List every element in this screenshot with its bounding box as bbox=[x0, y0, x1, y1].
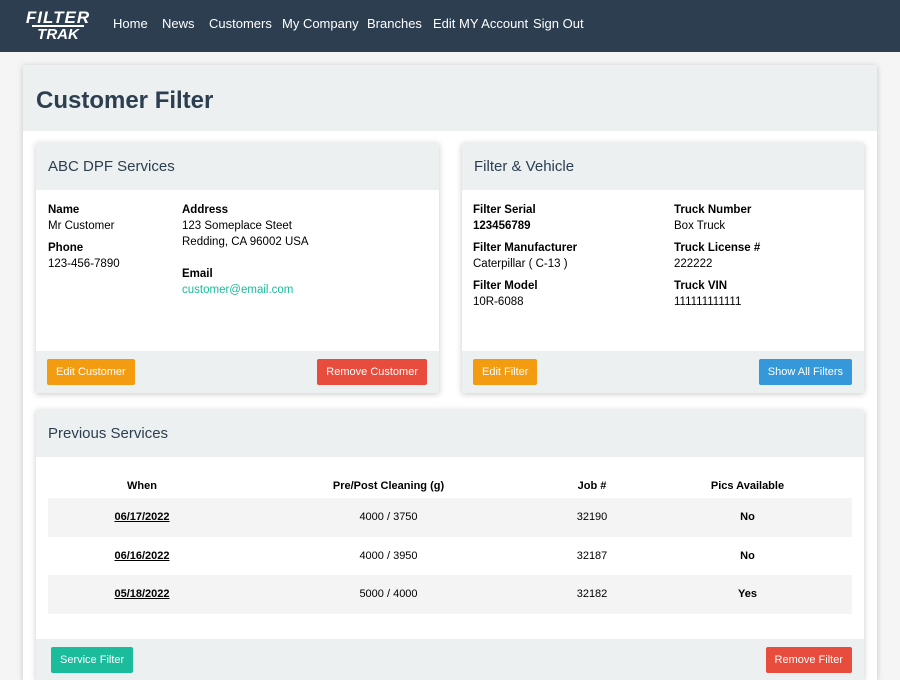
card-footer: Edit Customer Remove Customer bbox=[36, 351, 439, 393]
field-label: Truck Number bbox=[674, 204, 752, 216]
field: Truck Number Box Truck bbox=[674, 202, 751, 234]
nav-link[interactable]: Sign Out bbox=[533, 16, 584, 31]
cell: Yes bbox=[643, 575, 852, 614]
button[interactable]: Edit Customer bbox=[47, 359, 135, 385]
customer-card: ABC DPF Services Name Mr Customer Phone 12… bbox=[36, 143, 439, 393]
card-title: Filter & Vehicle bbox=[474, 158, 575, 175]
field-value: 123 Someplace Steet bbox=[182, 220, 292, 232]
cell: No bbox=[643, 498, 852, 537]
field: Name Mr Customer bbox=[48, 202, 114, 234]
cell: 4000 / 3950 bbox=[359, 549, 418, 562]
field-label: Filter Serial bbox=[473, 204, 536, 216]
field-value: 222222 bbox=[674, 258, 713, 270]
services-table: When Pre/Post Cleaning (g) Job # Pics Av… bbox=[48, 473, 852, 614]
button[interactable]: Service Filter bbox=[51, 647, 134, 673]
email-link[interactable]: customer@email.com bbox=[182, 284, 294, 296]
nav-link[interactable]: Customers bbox=[209, 16, 272, 31]
navbar: FILTER TRAK Home News Customers My Compa… bbox=[0, 0, 900, 52]
button[interactable]: Edit Filter bbox=[473, 359, 538, 385]
date-link[interactable]: 06/16/2022 bbox=[114, 549, 170, 562]
cell: 32190 bbox=[541, 498, 643, 537]
cell: 4000 / 3750 bbox=[236, 498, 541, 537]
table-row: 05/18/2022 5000 / 4000 32182 Yes bbox=[48, 575, 852, 614]
field-label: Name bbox=[48, 204, 80, 216]
field: Filter Manufacturer Caterpillar ( C-13 ) bbox=[473, 240, 577, 272]
column-header: Pics Available bbox=[710, 479, 785, 492]
field: Truck VIN 111111111111 bbox=[674, 278, 741, 310]
column-header: When bbox=[127, 479, 157, 492]
field-value: Redding, CA 96002 USA bbox=[182, 236, 309, 248]
field: Email customer@email.com bbox=[182, 266, 293, 298]
field-label: Truck License # bbox=[674, 242, 761, 254]
button[interactable]: Show All Filters bbox=[758, 359, 852, 385]
field-value: 123-456-7890 bbox=[48, 258, 120, 270]
field: Address 123 Someplace Steet Redding, CA 96… bbox=[182, 202, 309, 250]
field-value: 111111111111 bbox=[674, 296, 742, 308]
table-row: 06/17/2022 4000 / 3750 32190 No bbox=[48, 498, 852, 537]
page-header: Customer Filter bbox=[23, 65, 877, 131]
field-label: Phone bbox=[48, 242, 84, 254]
services-card: Previous Services When Pre/Post Cleaning… bbox=[36, 410, 864, 680]
field-label: Truck VIN bbox=[674, 280, 728, 292]
page-title: Customer Filter bbox=[36, 87, 214, 114]
nav-link[interactable]: Home bbox=[113, 16, 148, 31]
nav-link[interactable]: Branches bbox=[367, 16, 422, 31]
column-header: Pre/Post Cleaning (g) bbox=[332, 479, 445, 492]
table-row: 06/16/2022 4000 / 3950 32187 No bbox=[48, 537, 852, 576]
logo-text: FILTER bbox=[25, 8, 91, 27]
field: Phone 123-456-7890 bbox=[48, 240, 120, 272]
column-header: Job # bbox=[577, 479, 607, 492]
button[interactable]: Remove Customer bbox=[317, 359, 427, 385]
button[interactable]: Remove Filter bbox=[765, 647, 852, 673]
card-footer: Service Filter Remove Filter bbox=[36, 639, 864, 680]
field-label: Address bbox=[182, 204, 229, 216]
cell: 32182 bbox=[541, 575, 643, 614]
logo[interactable]: FILTER TRAK bbox=[22, 8, 94, 44]
table-header-row: When Pre/Post Cleaning (g) Job # Pics Av… bbox=[48, 473, 852, 498]
field-label: Filter Manufacturer bbox=[473, 242, 578, 254]
card-header: Previous Services bbox=[36, 410, 864, 457]
field-value: Box Truck bbox=[674, 220, 726, 232]
nav-link[interactable]: News bbox=[162, 16, 195, 31]
date-link[interactable]: 06/17/2022 bbox=[48, 498, 236, 537]
field: Filter Serial 123456789 bbox=[473, 202, 536, 234]
field-value: 10R-6088 bbox=[473, 296, 524, 308]
nav-link[interactable]: My Company bbox=[282, 16, 359, 31]
field-label: Email bbox=[182, 268, 213, 280]
field-value: 123456789 bbox=[473, 220, 531, 232]
field: Truck License # 222222 bbox=[674, 240, 760, 272]
card-title: ABC DPF Services bbox=[48, 158, 175, 175]
field-value: Caterpillar ( C-13 ) bbox=[473, 258, 568, 270]
date-link[interactable]: 05/18/2022 bbox=[48, 575, 236, 614]
card-header: Filter & Vehicle bbox=[462, 143, 864, 190]
field-value: Mr Customer bbox=[48, 220, 115, 232]
logo-text: TRAK bbox=[32, 25, 84, 42]
card-title: Previous Services bbox=[48, 425, 169, 442]
field: Filter Model 10R-6088 bbox=[473, 278, 538, 310]
nav-link[interactable]: Edit MY Account bbox=[433, 16, 529, 31]
card-header: ABC DPF Services bbox=[36, 143, 439, 190]
card-footer: Edit Filter Show All Filters bbox=[462, 351, 864, 393]
field-label: Filter Model bbox=[473, 280, 538, 292]
cell: 32187 bbox=[576, 549, 608, 562]
cell: No bbox=[740, 549, 755, 562]
cell: 5000 / 4000 bbox=[236, 575, 541, 614]
filter-card: Filter & Vehicle Filter Serial 123456789 … bbox=[462, 143, 864, 393]
